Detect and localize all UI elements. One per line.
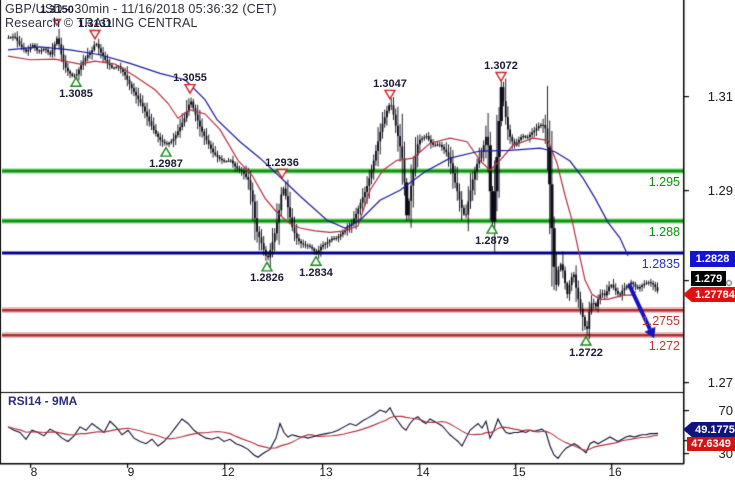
price-badge: 49.1775	[683, 422, 735, 437]
price-badge: 1.2828	[690, 251, 735, 267]
swing-point-label: 1.3085	[59, 87, 93, 100]
swing-point-label: 1.3150	[40, 4, 74, 17]
price-badge: 47.6349	[687, 437, 735, 451]
price-axis-tick-label: 1.27	[707, 375, 733, 390]
swing-point-label: 1.2936	[265, 156, 299, 169]
chart-title: GBP/USD - 30min - 11/16/2018 05:36:32 (C…	[5, 2, 277, 16]
level-price-label: 1.2755	[641, 314, 680, 328]
swing-point-label: 1.3055	[173, 72, 207, 85]
date-axis-tick-label: 9	[127, 465, 135, 479]
swing-point-label: 1.2987	[149, 157, 183, 170]
date-axis-tick-label: 15	[512, 465, 526, 479]
swing-point-label: 1.2826	[250, 272, 284, 285]
rsi-axis-tick-label: 70	[718, 403, 733, 418]
price-badge: 1.279	[691, 271, 726, 286]
price-axis-tick-label: 1.29	[707, 183, 733, 198]
swing-point-label: 1.3047	[373, 77, 407, 90]
swing-point-label: 1.2722	[569, 346, 603, 359]
chart-copyright: Research © TRADING CENTRAL	[5, 16, 198, 30]
date-axis-tick-label: 12	[221, 465, 235, 479]
date-axis-tick-label: 14	[416, 465, 430, 479]
date-axis-tick-label: 16	[608, 465, 622, 479]
date-axis-tick-label: 13	[319, 465, 333, 479]
rsi-panel-title: RSI14 - 9MA	[8, 394, 78, 408]
level-price-label: 1.272	[648, 339, 680, 353]
level-price-label: 1.288	[648, 225, 680, 239]
price-badge: 1.27784	[683, 287, 735, 302]
swing-point-label: 1.3072	[484, 60, 518, 72]
level-price-label: 1.295	[648, 175, 680, 189]
swing-point-label: 1.2879	[475, 234, 509, 247]
swing-point-label: 1.3131	[78, 17, 112, 30]
swing-point-label: 1.2834	[299, 266, 333, 279]
date-axis-tick-label: 8	[30, 465, 38, 479]
price-axis-tick-label: 1.31	[707, 89, 733, 104]
level-price-label: 1.2835	[641, 257, 680, 271]
